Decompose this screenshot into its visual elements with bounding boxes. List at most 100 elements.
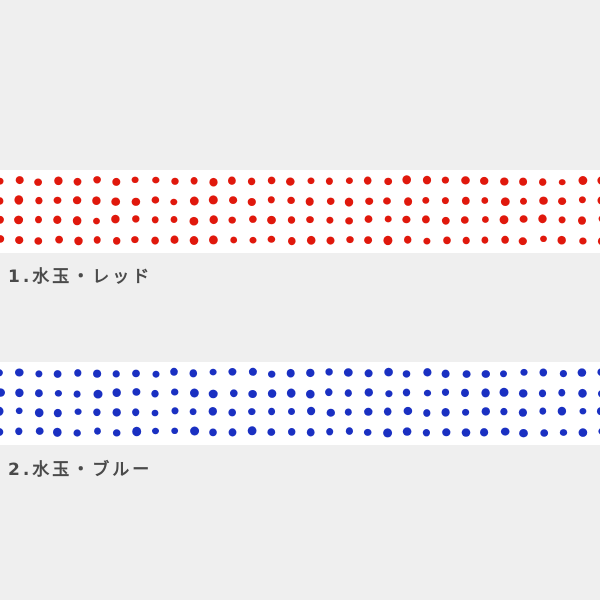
polka-dot [344,197,354,207]
polka-dot [132,408,140,417]
polka-dot [558,197,567,205]
polka-dot [482,216,489,223]
polka-dot [131,197,141,206]
polka-dot [53,370,62,378]
polka-dot [268,407,276,416]
polka-dot [268,370,276,378]
polka-dot [74,408,82,415]
polka-dot [152,176,160,184]
polka-dot [189,236,199,245]
polka-dot [540,235,547,242]
polka-dot [422,215,430,224]
blue-polka-dot-tape-swatch [0,362,600,445]
polka-dot [35,389,43,398]
polka-dot [286,368,295,378]
polka-dot [305,197,314,206]
polka-dot [209,215,218,225]
polka-dot [557,235,566,245]
polka-dot [132,369,140,378]
polka-dot [499,215,509,225]
polka-dot [404,197,413,206]
polka-dot [170,198,178,206]
polka-dot [112,177,121,186]
polka-dot [14,195,24,205]
polka-dot [597,176,600,185]
polka-dot [190,426,200,436]
polka-dot [364,215,373,223]
polka-dot [540,429,549,437]
polka-dot [500,370,507,378]
polka-dot [384,367,393,377]
polka-dot [93,176,101,184]
polka-dot [170,216,178,223]
polka-dot [423,409,431,417]
polka-dot [520,197,527,205]
polka-dot [35,427,44,435]
red-tape-label: 1.水玉・レッド [8,267,153,287]
polka-dot [53,196,62,204]
polka-dot [248,390,257,398]
polka-dot [578,216,586,225]
polka-dot [170,367,178,376]
polka-dot [384,215,392,223]
polka-dot [248,367,257,376]
polka-dot [481,407,490,416]
polka-dot [73,429,81,437]
polka-dot [423,368,432,377]
polka-dot [579,408,587,415]
polka-dot [35,215,42,224]
polka-dot [208,195,218,205]
polka-dot [597,237,600,245]
polka-dot [151,389,159,398]
polka-dot [94,427,101,435]
polka-dot [344,408,352,416]
polka-dot [558,179,566,186]
polka-dot [441,369,450,378]
polka-dot [15,176,24,185]
polka-dot [267,235,276,243]
polka-dot [597,368,600,376]
polka-dot [0,388,5,397]
polka-dot [93,236,101,244]
polka-dot [0,177,4,185]
polka-dot [539,368,548,377]
polka-dot [422,429,430,437]
polka-dot [402,175,412,185]
polka-dot [499,387,509,397]
polka-dot [248,408,256,416]
polka-dot [383,428,393,438]
polka-dot [0,428,4,436]
polka-dot [267,196,275,204]
polka-dot [500,177,509,186]
polka-dot [15,407,23,415]
polka-dot [596,407,600,416]
polka-dot [402,215,411,224]
polka-dot [518,408,528,417]
polka-dot [461,176,470,185]
blue-tape-label: 2.水玉・ブルー [8,460,153,480]
polka-dot [501,235,509,244]
polka-dot [189,196,199,206]
polka-dot [54,176,63,186]
polka-dot [402,427,412,436]
polka-dot [441,176,449,184]
polka-dot [73,177,82,186]
polka-dot [404,235,412,244]
polka-dot [559,429,568,436]
polka-dot [15,388,24,398]
polka-dot [55,235,63,244]
polka-dot [364,369,373,378]
polka-dot [35,370,43,378]
polka-dot [190,388,199,398]
polka-dot [481,236,489,244]
polka-dot [441,197,449,205]
polka-dot [306,216,314,224]
polka-dot [171,407,179,415]
polka-dot [15,427,23,436]
polka-dot [500,427,510,436]
polka-dot [209,235,218,245]
polka-dot [578,176,588,185]
polka-dot [190,177,198,185]
polka-dot [209,428,217,437]
polka-dot [228,216,236,224]
